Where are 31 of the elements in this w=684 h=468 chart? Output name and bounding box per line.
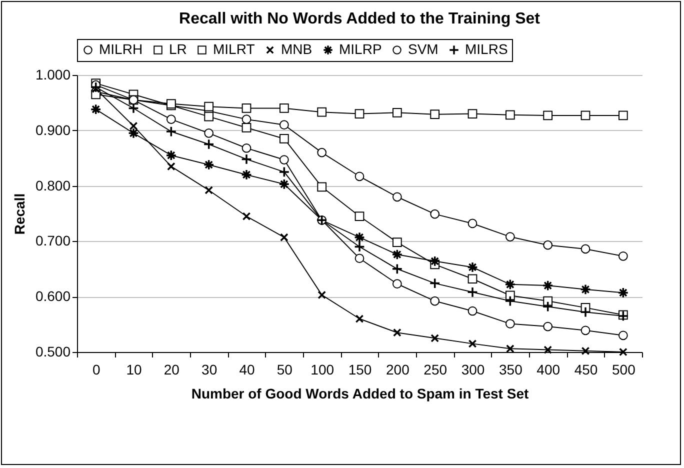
x-tick-label: 500: [612, 362, 636, 378]
x-tick-label: 450: [574, 362, 598, 378]
x-tick-label: 400: [536, 362, 560, 378]
legend-label: MILRS: [465, 41, 508, 57]
y-tick-label: 0.500: [35, 344, 71, 360]
x-tick-label: 250: [424, 362, 448, 378]
x-tick-label: 350: [498, 362, 523, 378]
chart-title: Recall with No Words Added to the Training Set: [179, 10, 541, 28]
x-tick-label: 0: [92, 362, 100, 378]
x-tick-label: 50: [276, 362, 293, 378]
y-tick-label: 0.600: [35, 288, 71, 304]
legend-label: MILRT: [213, 41, 256, 57]
x-tick-label: 40: [239, 362, 255, 378]
y-tick-label: 0.800: [35, 177, 71, 194]
x-tick-label: 20: [164, 362, 180, 378]
legend-label: LR: [169, 41, 187, 57]
y-tick-label: 0.900: [35, 122, 71, 138]
y-tick-label: 0.700: [35, 232, 71, 249]
x-tick-label: 10: [126, 362, 142, 378]
legend-label: SVM: [408, 41, 438, 57]
legend-label: MNB: [281, 41, 312, 57]
x-tick-label: 100: [310, 362, 334, 378]
x-tick-label: 30: [202, 362, 218, 378]
x-axis-title: Number of Good Words Added to Spam in Test Set: [191, 386, 529, 402]
legend-label: MILRH: [99, 41, 143, 57]
y-tick-label: 1.000: [35, 66, 71, 82]
x-tick-label: 200: [386, 362, 410, 378]
y-axis-title: Recall: [11, 193, 28, 235]
x-tick-label: 300: [461, 362, 485, 378]
x-tick-label: 150: [348, 362, 372, 378]
legend-label: MILRP: [339, 41, 382, 57]
